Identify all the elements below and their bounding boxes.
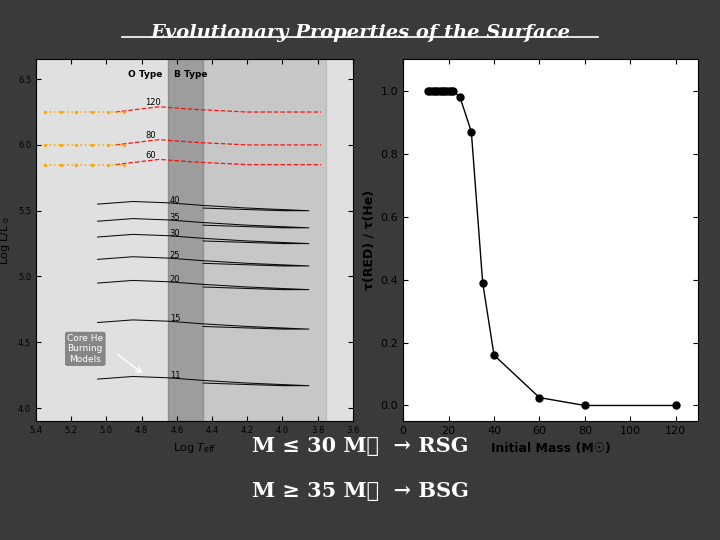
Text: 15: 15: [170, 314, 180, 323]
Text: 11: 11: [170, 371, 180, 380]
X-axis label: Log $T_{eff}$: Log $T_{eff}$: [173, 441, 216, 455]
X-axis label: Initial Mass (M☉): Initial Mass (M☉): [491, 442, 611, 455]
Text: 35: 35: [170, 213, 181, 222]
Text: M ≤ 30 M☉  → RSG: M ≤ 30 M☉ → RSG: [252, 435, 468, 456]
Text: 20: 20: [170, 275, 180, 284]
Text: Evolutionary Properties of the Surface: Evolutionary Properties of the Surface: [150, 24, 570, 42]
Y-axis label: Log L/L$_\odot$: Log L/L$_\odot$: [0, 216, 12, 265]
Text: B Type: B Type: [174, 70, 207, 78]
Text: Core He
Burning
Models: Core He Burning Models: [67, 334, 104, 364]
Text: 30: 30: [170, 229, 181, 238]
Bar: [203, 59, 326, 421]
Text: O Type: O Type: [128, 70, 162, 78]
Text: 60: 60: [145, 151, 156, 160]
Text: 80: 80: [145, 131, 156, 140]
Bar: [168, 59, 203, 421]
Text: 40: 40: [170, 196, 180, 205]
Text: 25: 25: [170, 251, 180, 260]
Text: 120: 120: [145, 98, 161, 107]
Y-axis label: τ(RED) / τ(He): τ(RED) / τ(He): [362, 190, 375, 291]
Text: M ≥ 35 M☉  → BSG: M ≥ 35 M☉ → BSG: [251, 481, 469, 502]
